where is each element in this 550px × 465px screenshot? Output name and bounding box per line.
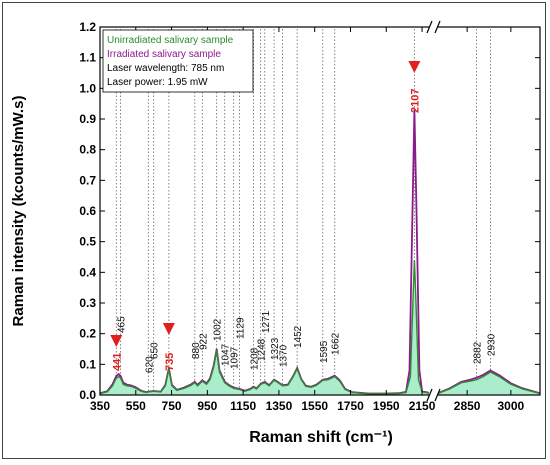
peak-label: 1129: [235, 317, 246, 339]
x-tick-label: 2850: [454, 399, 481, 413]
y-axis-label: Raman intensity (kcounts/mW.s): [10, 96, 27, 327]
peak-label: 2107: [409, 89, 421, 113]
axis-break-mark: [434, 20, 441, 34]
peak-label: 1323: [270, 337, 281, 360]
peak-label: 1097: [230, 346, 241, 369]
axis-break-mark: [426, 20, 433, 34]
peak-label: 441: [111, 353, 123, 371]
y-tick-label: 1.2: [79, 20, 96, 34]
peak-highlight-arrow: [110, 335, 123, 347]
y-tick-label: 0.2: [79, 327, 96, 341]
y-tick-label: 0.7: [79, 173, 96, 187]
peak-label: 1370: [279, 344, 290, 367]
peak-label: 2930: [487, 333, 498, 356]
legend: Unirradiated salivary sample Irradiated s…: [102, 29, 254, 93]
y-tick-label: 1.1: [79, 51, 96, 65]
peak-label: 620: [144, 356, 155, 373]
peak-label: 1002: [213, 318, 224, 341]
axis-break-mark: [426, 388, 433, 402]
x-tick-label: 1750: [337, 399, 364, 413]
peak-label: 1271: [261, 310, 272, 333]
y-tick-label: 0.5: [79, 235, 96, 249]
x-tick-label: 750: [162, 399, 182, 413]
peak-label: 650: [150, 342, 161, 359]
figure-frame: 0.0 0.1 0.2 0.3 0.4 0.5 0.6 0.7 0.8 0.9 1.0 1.1 1.2 3…: [2, 2, 546, 459]
peak-label: 1047: [221, 343, 232, 366]
x-tick-label: 550: [126, 399, 146, 413]
y-tick-label: 0.9: [79, 112, 96, 126]
x-tick-label: 3000: [498, 399, 525, 413]
peak-label: 2882: [473, 341, 484, 364]
y-tick-label: 0.4: [79, 265, 96, 279]
x-tick-label: 1150: [230, 399, 256, 413]
x-tick-label: 1950: [373, 399, 400, 413]
axis-break-gap: [429, 389, 438, 401]
peak-highlight-arrow: [162, 323, 175, 335]
unirradiated-fill-area: [100, 260, 540, 395]
peak-label: 1208: [250, 347, 261, 370]
peak-label: 1595: [319, 340, 330, 363]
x-axis-label: Raman shift (cm⁻¹): [249, 429, 393, 446]
x-tick-label: 2150: [409, 399, 436, 413]
unirradiated-series-line: [100, 260, 540, 395]
x-tick-label: 1350: [266, 399, 293, 413]
legend-box: [102, 29, 254, 93]
peak-highlight-arrow: [408, 61, 421, 73]
x-tick-label: 950: [197, 399, 217, 413]
peak-label: 735: [164, 353, 176, 371]
legend-info-wavelength: Laser wavelength: 785 nm: [107, 63, 224, 74]
y-tick-label: 0.0: [79, 388, 96, 402]
y-tick-label: 0.3: [79, 296, 96, 310]
peak-label: 1662: [331, 332, 342, 355]
axes: 0.0 0.1 0.2 0.3 0.4 0.5 0.6 0.7 0.8 0.9 1.0 1.1 1.2 3…: [79, 20, 541, 413]
y-tick-label: 0.6: [79, 204, 96, 218]
legend-entry-irradiated: Irradiated salivary sample: [107, 49, 221, 60]
x-tick-label: 1550: [301, 399, 328, 413]
axis-break-gap: [429, 21, 438, 33]
peak-label: 880: [191, 342, 202, 359]
raman-spectrum-chart: 0.0 0.1 0.2 0.3 0.4 0.5 0.6 0.7 0.8 0.9 1.0 1.1 1.2 3…: [10, 20, 541, 446]
legend-info-power: Laser power: 1.95 mW: [107, 77, 208, 88]
peak-label: 1452: [293, 325, 304, 348]
peak-label: 465: [117, 316, 128, 333]
y-tick-label: 0.8: [79, 143, 96, 157]
x-tick-label: 350: [90, 399, 110, 413]
y-tick-label: 0.1: [79, 357, 96, 371]
spectrum-curves: [100, 109, 540, 395]
y-tick-label: 1.0: [79, 81, 96, 95]
peak-label: 922: [198, 333, 209, 350]
legend-entry-unirradiated: Unirradiated salivary sample: [107, 35, 234, 46]
peak-label: 1248: [257, 338, 268, 361]
axis-break-mark: [434, 388, 441, 402]
